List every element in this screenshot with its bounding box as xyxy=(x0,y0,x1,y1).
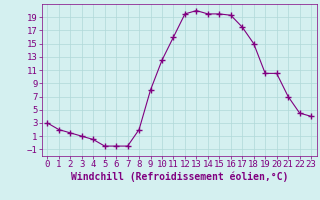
X-axis label: Windchill (Refroidissement éolien,°C): Windchill (Refroidissement éolien,°C) xyxy=(70,172,288,182)
